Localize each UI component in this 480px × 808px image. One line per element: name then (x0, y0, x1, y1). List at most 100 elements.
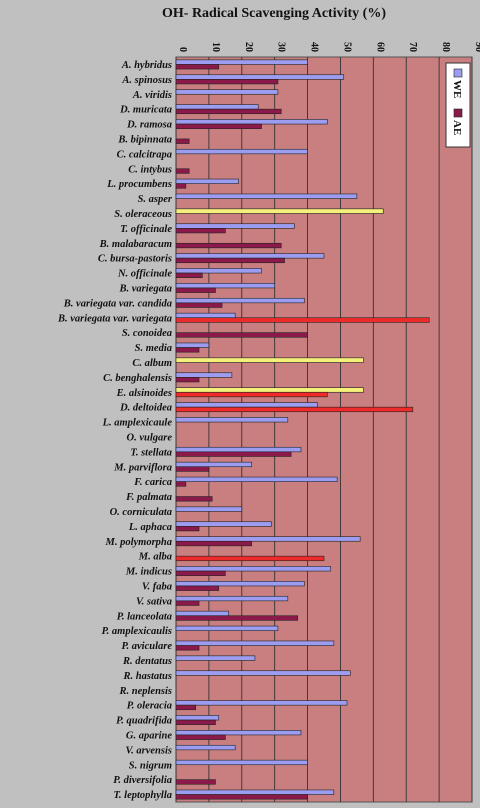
bar-we (175, 700, 348, 706)
category-label: G. aparine (126, 730, 172, 741)
bar-ae (175, 183, 187, 189)
category-label: A. spinosus (121, 75, 172, 86)
category-label: S. nigrum (129, 760, 172, 771)
x-tick-label: 0 (177, 47, 188, 52)
x-tick-label: 30 (276, 42, 287, 52)
category-label: C. calcitrapa (117, 149, 172, 160)
bar-ae (175, 540, 252, 547)
bar-ae (175, 272, 203, 278)
bar-ae (175, 526, 200, 532)
bar-we (175, 357, 364, 363)
category-label: M. parviflora (113, 462, 172, 473)
bar-we (175, 148, 308, 155)
bar-ae (175, 138, 190, 144)
x-tick-label: 90 (473, 42, 480, 52)
bar-ae (175, 600, 200, 606)
bar-ae (175, 779, 216, 785)
bar-ae (175, 585, 220, 591)
bar-ae (175, 734, 226, 740)
category-label: B. variegata var. candida (63, 298, 172, 309)
category-label: P. lanceolata (117, 611, 172, 622)
category-label: R. hastatus (123, 671, 172, 682)
x-tick-label: 80 (440, 42, 451, 52)
x-tick-label: 10 (210, 42, 221, 52)
category-label: T. leptophylla (113, 790, 172, 801)
bar-we (175, 119, 328, 125)
legend-box (445, 62, 471, 148)
bar-we (175, 640, 335, 646)
category-label: C. benghalensis (103, 373, 172, 384)
bar-we (175, 789, 335, 795)
bar-ae (175, 719, 216, 725)
bar-ae (175, 257, 285, 264)
category-label: S. conoidea (122, 328, 172, 339)
category-label: L. aphaca (128, 522, 172, 533)
legend-swatch (453, 68, 463, 78)
bar-we (175, 759, 308, 766)
bar-ae (175, 615, 298, 621)
category-label: R. dentatus (122, 656, 172, 667)
bar-ae (175, 406, 414, 413)
category-label: C. intybus (128, 164, 172, 175)
bar-we (175, 268, 262, 274)
category-label: B. bipinnata (117, 134, 172, 145)
x-tick-label: 60 (374, 42, 385, 52)
category-label: M. alba (138, 552, 172, 563)
category-label: T. stellata (130, 447, 172, 458)
x-axis-ticks: 0 10 20 30 40 50 60 70 80 90 (177, 42, 480, 52)
bar-ae (175, 228, 226, 234)
category-label: O. corniculata (110, 507, 172, 518)
bar-we (175, 342, 210, 348)
category-label: E. alsinoides (116, 388, 172, 399)
bar-we (175, 402, 318, 408)
bar-ae (175, 302, 223, 308)
bar-we (175, 283, 275, 289)
bar-we (175, 297, 305, 304)
chart-title: OH- Radical Scavenging Activity (%) (162, 6, 386, 21)
bar-ae (175, 317, 430, 323)
category-label: M. indicus (125, 567, 172, 578)
category-label: B. variegata var. variegata (57, 313, 172, 324)
bar-we (175, 536, 361, 542)
bar-we (175, 715, 220, 721)
category-label: S. media (135, 343, 172, 354)
bar-we (175, 89, 279, 95)
x-tick-label: 40 (309, 42, 320, 52)
bar-ae (175, 451, 292, 457)
bar-ae (175, 168, 190, 174)
category-label: R. neplensis (118, 686, 172, 697)
category-label: D. deltoidea (119, 403, 172, 414)
bar-we (175, 655, 256, 661)
bar-we (175, 446, 302, 453)
category-label: A. hybridus (121, 60, 172, 71)
category-label: O. vulgare (127, 432, 173, 443)
bar-we (175, 670, 351, 676)
bars (175, 59, 430, 800)
category-label: M. polymorpha (104, 537, 172, 548)
bar-we (175, 193, 358, 199)
category-label: N. officinale (117, 269, 172, 280)
bar-we (175, 104, 259, 110)
bar-we (175, 461, 252, 468)
bar-we (175, 178, 239, 184)
category-label: V. arvensis (126, 745, 173, 756)
bar-we (175, 476, 338, 482)
bar-ae (175, 79, 279, 85)
bar-ae (175, 108, 282, 115)
category-label: B. malabaracum (99, 239, 172, 250)
bar-we (175, 581, 305, 587)
category-label: T. officinale (120, 224, 172, 235)
category-label: S. asper (138, 194, 173, 205)
bar-we (175, 744, 236, 751)
x-tick-label: 70 (407, 42, 418, 52)
bar-ae (175, 496, 213, 502)
bar-ae (175, 645, 200, 651)
plot-area (175, 56, 473, 803)
bar-ae (175, 287, 216, 293)
bar-we (175, 506, 243, 512)
bar-ae (175, 347, 200, 353)
legend: WE AE (445, 62, 471, 148)
bar-ae (175, 377, 200, 383)
bar-ae (175, 391, 328, 398)
bar-we (175, 59, 308, 65)
